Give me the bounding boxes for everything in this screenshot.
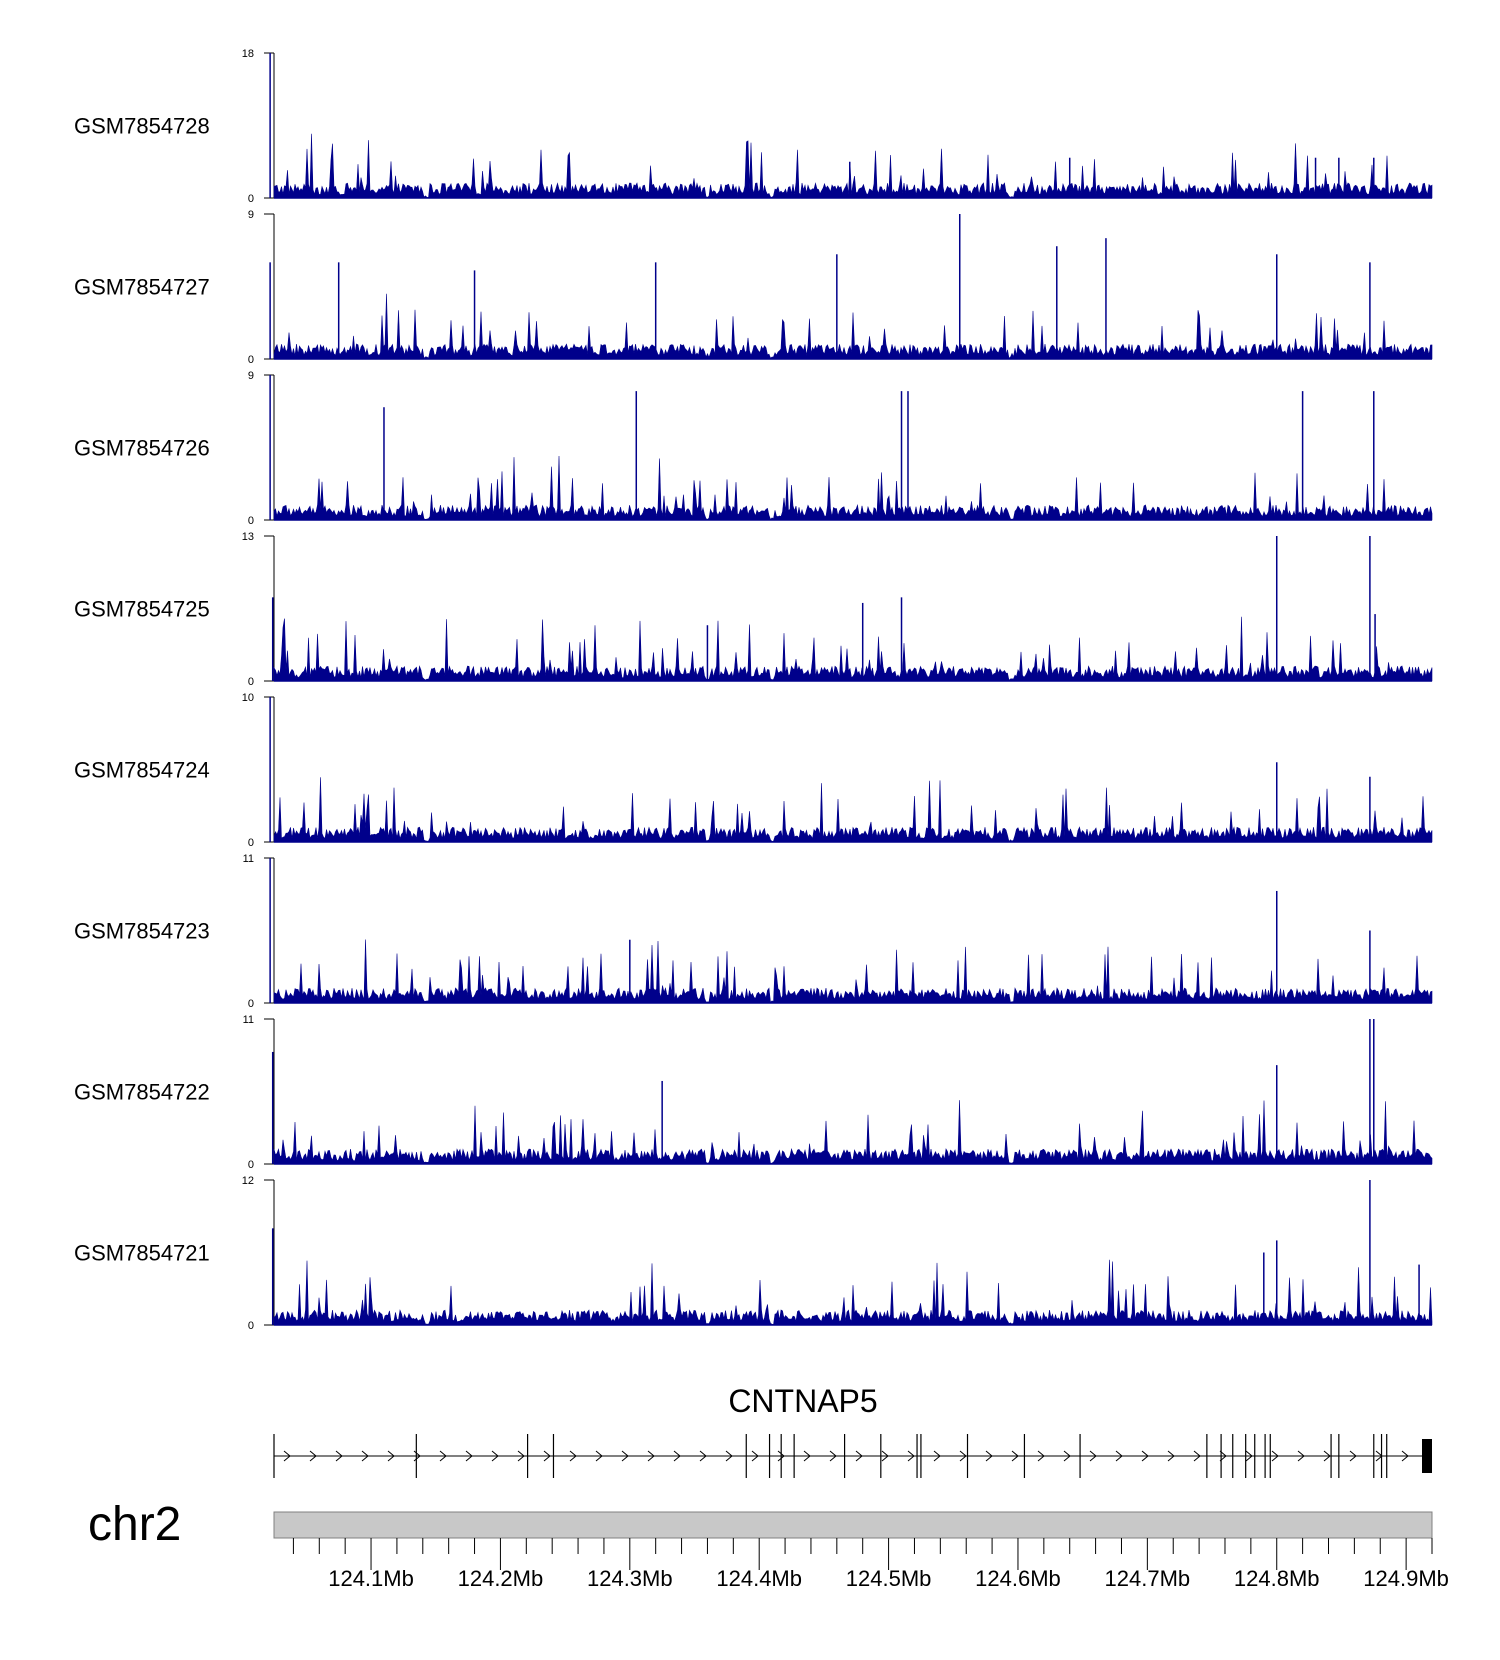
strand-arrow bbox=[1323, 1450, 1331, 1462]
y-min-label: 0 bbox=[248, 515, 254, 527]
strand-arrow bbox=[543, 1450, 551, 1462]
coverage-signal bbox=[273, 616, 1433, 682]
strand-arrow bbox=[517, 1450, 525, 1462]
y-min-label: 0 bbox=[248, 354, 254, 366]
track-label: GSM7854726 bbox=[74, 436, 210, 461]
strand-arrow bbox=[309, 1450, 317, 1462]
strand-arrow bbox=[1271, 1450, 1279, 1462]
y-max-label: 12 bbox=[242, 1175, 254, 1187]
y-min-label: 0 bbox=[248, 193, 254, 205]
y-min-label: 0 bbox=[248, 837, 254, 849]
coverage-tracks: GSM7854728180GSM785472790GSM785472690GSM… bbox=[74, 48, 1433, 1332]
track-GSM7854723: GSM7854723 11 0 bbox=[74, 853, 1433, 1010]
strand-arrow bbox=[1245, 1450, 1253, 1462]
strand-arrow bbox=[699, 1450, 707, 1462]
coverage-signal bbox=[273, 939, 1433, 1004]
track-GSM7854721: GSM7854721 12 0 bbox=[74, 1175, 1433, 1332]
strand-arrow bbox=[1011, 1450, 1019, 1462]
strand-arrow bbox=[777, 1450, 785, 1462]
x-tick-label: 124.2Mb bbox=[458, 1566, 544, 1591]
strand-arrow bbox=[1219, 1450, 1227, 1462]
strand-arrow bbox=[933, 1450, 941, 1462]
strand-arrow bbox=[1063, 1450, 1071, 1462]
track-GSM7854724: GSM7854724 10 0 bbox=[74, 692, 1433, 849]
x-tick-label: 124.5Mb bbox=[846, 1566, 932, 1591]
strand-arrow bbox=[881, 1450, 889, 1462]
strand-arrow bbox=[673, 1450, 681, 1462]
strand-arrow bbox=[725, 1450, 733, 1462]
strand-arrow bbox=[959, 1450, 967, 1462]
gene-utr-block bbox=[1422, 1439, 1432, 1473]
track-label: GSM7854727 bbox=[74, 275, 210, 300]
track-GSM7854725: GSM7854725 13 0 bbox=[74, 531, 1433, 688]
strand-arrow bbox=[465, 1450, 473, 1462]
strand-arrow bbox=[491, 1450, 499, 1462]
gene-name-label: CNTNAP5 bbox=[728, 1383, 877, 1419]
track-GSM7854726: GSM7854726 9 0 bbox=[74, 370, 1433, 527]
y-max-label: 11 bbox=[243, 853, 254, 865]
track-GSM7854728: GSM7854728 18 0 bbox=[74, 48, 1433, 205]
x-tick-label: 124.9Mb bbox=[1363, 1566, 1449, 1591]
strand-arrow bbox=[595, 1450, 603, 1462]
chromosome-axis: chr2 124.1Mb 124.2Mb 124.3Mb 124.4Mb 124.5Mb… bbox=[88, 1498, 1449, 1591]
strand-arrow bbox=[335, 1450, 343, 1462]
coverage-signal bbox=[273, 777, 1433, 843]
chromosome-label: chr2 bbox=[88, 1498, 181, 1551]
strand-arrow bbox=[361, 1450, 369, 1462]
strand-arrow bbox=[387, 1450, 395, 1462]
strand-arrow bbox=[647, 1450, 655, 1462]
y-min-label: 0 bbox=[248, 676, 254, 688]
strand-arrow bbox=[1141, 1450, 1149, 1462]
y-max-label: 9 bbox=[248, 209, 254, 221]
y-min-label: 0 bbox=[248, 1159, 254, 1171]
strand-arrow bbox=[569, 1450, 577, 1462]
strand-arrow bbox=[1401, 1450, 1409, 1462]
coverage-signal bbox=[273, 293, 1433, 360]
strand-arrow bbox=[1167, 1450, 1175, 1462]
coverage-signal bbox=[273, 133, 1433, 199]
strand-arrow bbox=[907, 1450, 915, 1462]
strand-arrow bbox=[283, 1450, 291, 1462]
coverage-signal bbox=[273, 455, 1433, 521]
y-max-label: 11 bbox=[243, 1014, 254, 1026]
strand-arrow bbox=[1193, 1450, 1201, 1462]
y-min-label: 0 bbox=[248, 998, 254, 1010]
y-max-label: 13 bbox=[242, 531, 254, 543]
track-label: GSM7854721 bbox=[74, 1241, 210, 1266]
chromosome-ideogram bbox=[273, 1511, 1433, 1539]
strand-arrow bbox=[1037, 1450, 1045, 1462]
strand-arrow bbox=[855, 1450, 863, 1462]
strand-arrow bbox=[1089, 1450, 1097, 1462]
strand-arrow bbox=[621, 1450, 629, 1462]
strand-arrow bbox=[1297, 1450, 1305, 1462]
track-label: GSM7854723 bbox=[74, 919, 210, 944]
track-label: GSM7854725 bbox=[74, 597, 210, 622]
x-tick-label: 124.7Mb bbox=[1105, 1566, 1191, 1591]
y-max-label: 9 bbox=[248, 370, 254, 382]
strand-arrow bbox=[1349, 1450, 1357, 1462]
strand-arrow bbox=[439, 1450, 447, 1462]
track-label: GSM7854724 bbox=[74, 758, 210, 783]
y-min-label: 0 bbox=[248, 1320, 254, 1332]
strand-arrow bbox=[829, 1450, 837, 1462]
x-tick-label: 124.3Mb bbox=[587, 1566, 673, 1591]
gene-track: CNTNAP5 bbox=[273, 1383, 1432, 1478]
strand-arrow bbox=[803, 1450, 811, 1462]
x-tick-label: 124.1Mb bbox=[328, 1566, 414, 1591]
track-label: GSM7854728 bbox=[74, 114, 210, 139]
coverage-signal bbox=[273, 1100, 1433, 1165]
strand-arrow bbox=[1115, 1450, 1123, 1462]
x-tick-label: 124.4Mb bbox=[716, 1566, 802, 1591]
y-max-label: 18 bbox=[242, 48, 254, 60]
track-label: GSM7854722 bbox=[74, 1080, 210, 1105]
track-GSM7854727: GSM7854727 9 0 bbox=[74, 209, 1433, 366]
x-tick-label: 124.6Mb bbox=[975, 1566, 1061, 1591]
x-tick-label: 124.8Mb bbox=[1234, 1566, 1320, 1591]
coverage-signal bbox=[273, 1259, 1433, 1326]
strand-arrow bbox=[751, 1450, 759, 1462]
track-GSM7854722: GSM7854722 11 0 bbox=[74, 1014, 1433, 1171]
y-max-label: 10 bbox=[242, 692, 254, 704]
strand-arrow bbox=[985, 1450, 993, 1462]
